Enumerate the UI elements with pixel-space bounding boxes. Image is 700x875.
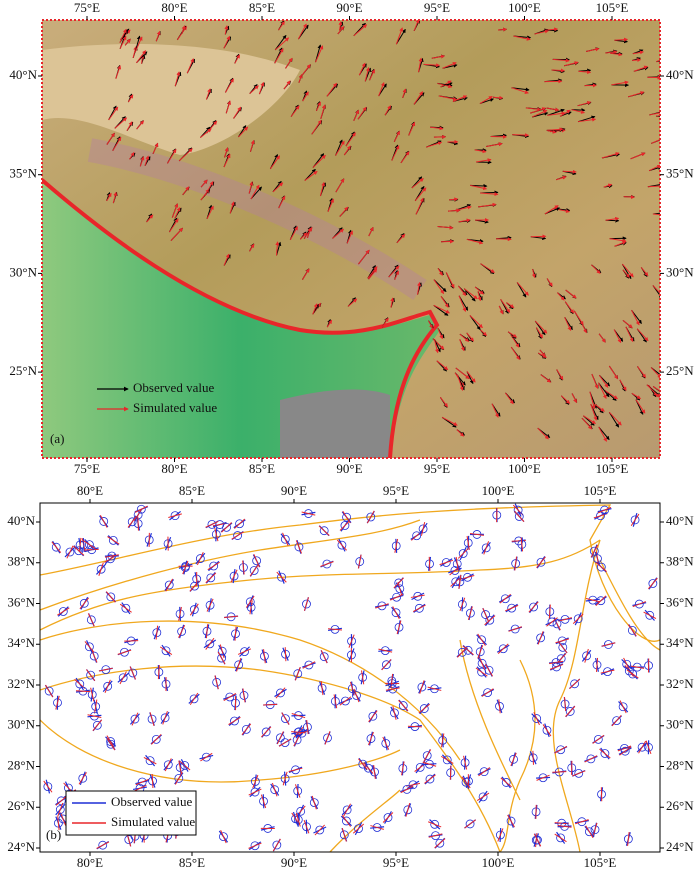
y-tick-label: 30°N (666, 264, 694, 279)
y-tick-label: 38°N (7, 554, 35, 569)
x-tick-label: 85°E (249, 461, 275, 476)
x-tick-label: 95°E (424, 461, 450, 476)
simulated-axis (429, 557, 430, 571)
simulated-axis (285, 647, 286, 661)
simulated-axis (552, 772, 566, 773)
arrow (624, 197, 634, 198)
y-tick-label: 36°N (666, 594, 694, 609)
x-tick-label: 80°E (77, 483, 103, 498)
panel-label: (b) (46, 827, 61, 842)
x-tick-label: 100°E (482, 855, 515, 870)
legend-label: Simulated value (111, 814, 195, 829)
y-tick-label: 30°N (7, 717, 35, 732)
x-tick-label: 105°E (596, 0, 629, 15)
simulated-axis (533, 751, 534, 765)
y-tick-label: 25°N (666, 363, 694, 378)
simulated-axis (408, 726, 422, 727)
simulated-axis (124, 641, 138, 642)
y-tick-label: 40°N (666, 513, 694, 528)
y-tick-label: 36°N (7, 594, 35, 609)
x-tick-label: 105°E (596, 461, 629, 476)
y-tick-label: 24°N (666, 839, 694, 854)
x-tick-label: 105°E (584, 855, 617, 870)
legend: Observed value Simulated value (66, 791, 196, 835)
y-tick-label: 32°N (7, 676, 35, 691)
x-tick-label: 100°E (508, 0, 541, 15)
x-tick-label: 80°E (77, 855, 103, 870)
y-tick-label: 24°N (7, 839, 35, 854)
simulated-axis (85, 549, 99, 550)
x-tick-label: 85°E (249, 0, 275, 15)
y-tick-label: 34°N (666, 635, 694, 650)
x-tick-label: 90°E (336, 0, 362, 15)
y-tick-label: 30°N (9, 264, 37, 279)
x-tick-label: 90°E (281, 483, 307, 498)
y-tick-label: 30°N (666, 717, 694, 732)
x-tick-label: 80°E (161, 0, 187, 15)
x-tick-label: 95°E (383, 483, 409, 498)
arrow (512, 135, 528, 136)
y-tick-label: 35°N (666, 166, 694, 181)
simulated-axis (263, 704, 277, 705)
y-tick-label: 40°N (7, 513, 35, 528)
sea (280, 390, 390, 458)
y-tick-label: 34°N (7, 635, 35, 650)
legend-label: Observed value (133, 380, 214, 395)
arrow (493, 97, 503, 98)
arrow (552, 70, 565, 71)
x-tick-label: 85°E (179, 483, 205, 498)
x-tick-label: 95°E (383, 855, 409, 870)
arrow (563, 171, 576, 172)
y-tick-label: 28°N (666, 757, 694, 772)
y-tick-label: 26°N (666, 798, 694, 813)
x-tick-label: 90°E (336, 461, 362, 476)
y-tick-label: 25°N (9, 363, 37, 378)
y-tick-label: 35°N (9, 166, 37, 181)
y-tick-label: 38°N (666, 554, 694, 569)
legend-label: Observed value (111, 794, 192, 809)
x-tick-label: 100°E (508, 461, 541, 476)
y-tick-label: 40°N (666, 67, 694, 82)
x-tick-label: 75°E (74, 461, 100, 476)
y-tick-label: 28°N (7, 757, 35, 772)
y-tick-label: 26°N (7, 798, 35, 813)
legend-label: Simulated value (133, 400, 217, 415)
y-tick-label: 32°N (666, 676, 694, 691)
x-tick-label: 90°E (281, 855, 307, 870)
x-tick-label: 100°E (482, 483, 515, 498)
arrow (496, 239, 511, 240)
x-tick-label: 85°E (179, 855, 205, 870)
panel-label: (a) (50, 431, 64, 446)
x-tick-label: 95°E (424, 0, 450, 15)
x-tick-label: 105°E (584, 483, 617, 498)
simulated-axis (138, 517, 139, 531)
y-tick-label: 40°N (9, 67, 37, 82)
x-tick-label: 75°E (74, 0, 100, 15)
x-tick-label: 80°E (161, 461, 187, 476)
